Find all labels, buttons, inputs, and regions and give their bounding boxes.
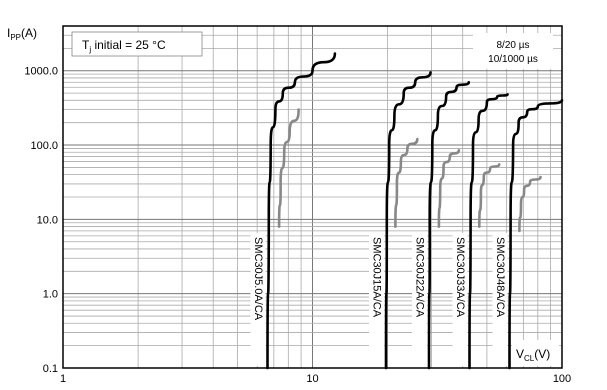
curve-smc30j15a-ca-alt <box>394 137 419 228</box>
x-tick-label: 1 <box>60 373 66 385</box>
device-labels: SMC30J5.0A/CA SMC30J15A/CA SMC30J22A/CA SMC… <box>250 233 508 366</box>
x-axis-label: VCL(V) <box>516 347 550 363</box>
y-tick-label: 0.1 <box>43 363 58 375</box>
junction-temperature-note: Tj initial = 25 °C <box>71 31 203 57</box>
curve-smc30j15a-ca-main <box>384 71 432 370</box>
device-label-background <box>250 233 266 366</box>
curves <box>266 52 564 370</box>
y-tick-label: 1.0 <box>43 289 58 301</box>
device-label-background <box>368 233 384 366</box>
curve-smc30j48a-ca-main <box>508 99 564 370</box>
curve-smc30j33a-ca-alt <box>478 163 501 228</box>
y-tick-label: 10.0 <box>37 214 58 226</box>
curve-smc30j48a-ca-alt <box>518 175 542 233</box>
curve-smc30j5-0a-ca-alt <box>277 108 300 228</box>
curve-smc30j22a-ca-main <box>427 81 471 370</box>
curve-smc30j22a-ca-alt <box>437 149 461 228</box>
tick-labels: 0.1 1.0 10.0 100.0 1000.0 1 10 100 <box>24 66 571 385</box>
plot-frame <box>62 25 563 369</box>
x-tick-label: 10 <box>306 373 318 385</box>
device-label: SMC30J48A/CA <box>494 237 506 318</box>
device-label: SMC30J33A/CA <box>454 237 466 318</box>
device-label-background <box>452 233 468 366</box>
device-label: SMC30J15A/CA <box>371 237 383 318</box>
device-label: SMC30J5.0A/CA <box>252 237 264 321</box>
curve-smc30j33a-ca-main <box>468 93 509 370</box>
junction-temperature-box <box>71 31 203 57</box>
x-axis-label-box: VCL(V) <box>512 340 559 366</box>
x-tick-label: 100 <box>553 373 571 385</box>
pulse-waveform-label-1: 8/20 µs <box>496 40 529 51</box>
x-axis-label-background <box>512 340 559 366</box>
device-label-background <box>492 233 508 366</box>
pulse-waveform-label-2: 10/1000 µs <box>488 54 538 65</box>
device-label-background <box>411 233 427 366</box>
pulse-waveform-box <box>473 33 553 69</box>
device-label: SMC30J22A/CA <box>414 237 426 318</box>
pulse-waveform-note: 8/20 µs 10/1000 µs <box>473 33 553 69</box>
y-axis-label: IPP(A) <box>7 26 37 42</box>
y-tick-label: 100.0 <box>30 140 58 152</box>
y-tick-label: 1000.0 <box>24 66 58 78</box>
curve-smc30j5-0a-ca-main <box>266 52 337 370</box>
grid <box>62 25 562 369</box>
junction-temperature-text: Tj initial = 25 °C <box>82 38 166 54</box>
